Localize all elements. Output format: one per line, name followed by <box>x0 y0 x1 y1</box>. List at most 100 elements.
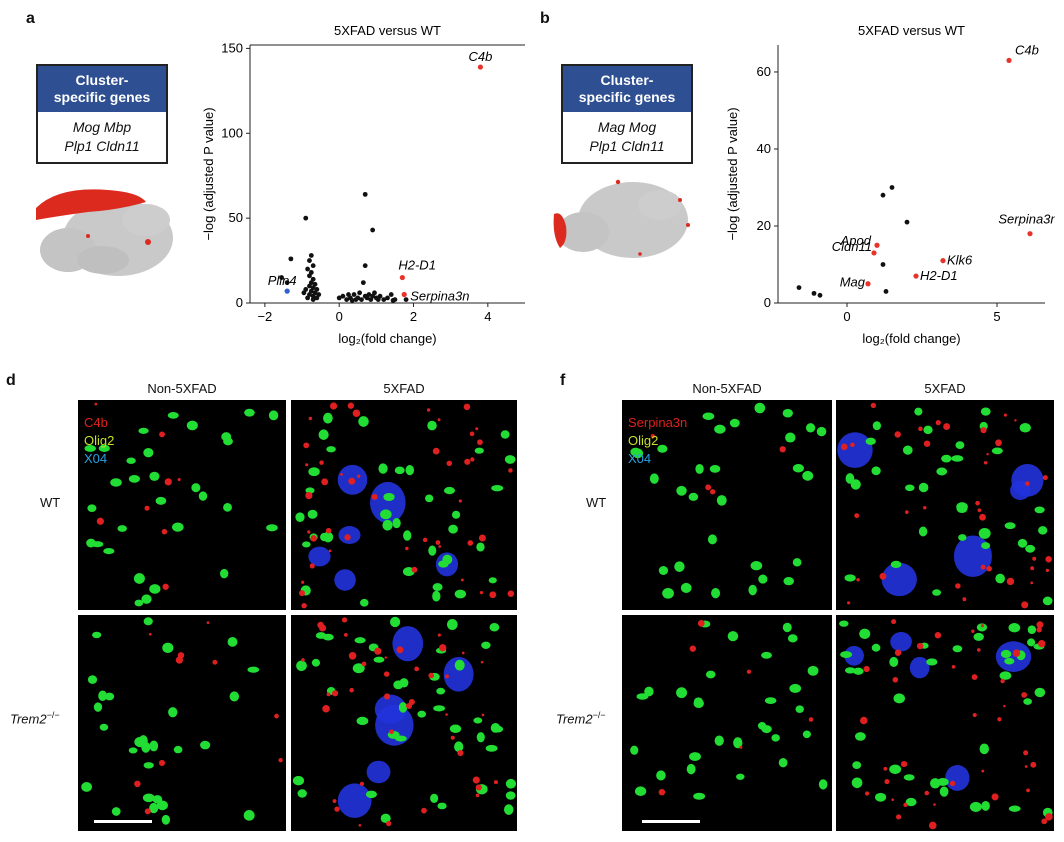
red-puncta <box>983 460 988 465</box>
y-tick-label: 0 <box>236 295 243 310</box>
red-puncta <box>343 632 348 637</box>
red-puncta <box>475 784 482 791</box>
data-point <box>351 292 357 297</box>
red-puncta <box>1045 556 1052 563</box>
red-puncta <box>493 780 498 785</box>
red-puncta <box>891 619 897 625</box>
olig2-nucleus <box>365 790 377 799</box>
olig2-nucleus <box>449 724 462 733</box>
olig2-nucleus <box>292 775 305 786</box>
x04-plaque <box>890 631 912 652</box>
olig2-nucleus <box>126 457 136 464</box>
olig2-nucleus <box>905 484 915 492</box>
olig2-nucleus <box>326 446 336 453</box>
y-axis-label: −log (adjusted P value) <box>201 107 216 240</box>
red-puncta <box>808 717 814 722</box>
olig2-nucleus <box>1027 638 1036 647</box>
point-label: Mag <box>840 275 866 290</box>
data-point <box>357 290 363 296</box>
red-puncta <box>328 549 332 553</box>
red-puncta <box>444 674 449 679</box>
olig2-nucleus <box>688 492 699 501</box>
olig2-nucleus <box>394 466 405 475</box>
olig2-nucleus <box>296 660 307 672</box>
highlighted-data-point <box>871 250 877 256</box>
olig2-nucleus <box>392 518 401 529</box>
data-point <box>303 215 309 221</box>
olig2-nucleus <box>937 777 949 786</box>
red-puncta <box>464 458 471 465</box>
olig2-nucleus <box>1023 698 1032 705</box>
olig2-nucleus <box>451 510 461 519</box>
red-puncta <box>322 704 330 713</box>
red-puncta <box>384 656 387 659</box>
olig2-nucleus <box>227 636 238 647</box>
data-point <box>307 283 312 289</box>
olig2-nucleus <box>99 723 109 731</box>
data-point <box>796 285 802 290</box>
red-puncta <box>438 545 442 548</box>
olig2-nucleus <box>761 651 772 659</box>
olig2-nucleus <box>973 632 984 641</box>
cluster-box-title-line1: Cluster- <box>75 72 129 88</box>
volcano-plot-b: 5XFAD versus WT 0 5 0 20 40 60 log₂(fold change… <box>725 23 1055 346</box>
x-axis-label: log₂(fold change) <box>862 331 960 346</box>
red-puncta <box>924 790 930 796</box>
olig2-nucleus <box>1034 506 1045 514</box>
olig2-nucleus <box>840 651 853 659</box>
olig2-nucleus <box>103 548 115 555</box>
highlighted-data-point <box>399 274 405 281</box>
cluster-genes-line1: Mag Mog <box>597 119 657 135</box>
data-point <box>817 292 823 298</box>
data-point <box>353 297 359 303</box>
red-puncta <box>340 472 343 476</box>
olig2-nucleus <box>695 463 704 474</box>
data-point <box>403 297 409 303</box>
olig2-nucleus <box>229 691 240 702</box>
red-puncta <box>995 439 1002 447</box>
olig2-nucleus <box>978 527 991 539</box>
red-puncta <box>305 492 313 500</box>
red-puncta <box>357 474 361 478</box>
channel-label-olig2: Olig2 <box>628 433 659 448</box>
micrograph-d-trem2-5xfad <box>291 615 517 831</box>
olig2-nucleus <box>91 541 104 548</box>
olig2-nucleus <box>999 671 1012 680</box>
red-puncta <box>1012 649 1021 657</box>
red-puncta <box>928 821 937 830</box>
red-puncta <box>870 402 876 409</box>
red-puncta <box>986 565 992 572</box>
red-puncta <box>1038 639 1046 648</box>
olig2-nucleus <box>437 802 447 810</box>
olig2-nucleus <box>705 670 716 679</box>
olig2-nucleus <box>816 426 827 437</box>
y-tick-label: 20 <box>757 218 771 233</box>
olig2-nucleus <box>390 616 401 628</box>
olig2-nucleus <box>872 421 882 431</box>
red-puncta <box>903 802 908 807</box>
red-puncta <box>319 460 324 465</box>
olig2-nucleus <box>442 554 453 565</box>
red-puncta <box>847 601 851 605</box>
x-tick-label: 2 <box>410 309 417 324</box>
olig2-nucleus <box>454 741 464 753</box>
red-puncta <box>1025 481 1030 486</box>
cluster-box-title-line2: specific genes <box>53 89 151 105</box>
x04-plaque <box>334 569 356 591</box>
olig2-nucleus <box>307 509 318 519</box>
y-tick-label: 150 <box>221 40 243 55</box>
red-puncta <box>331 690 339 697</box>
olig2-nucleus <box>504 455 516 464</box>
red-puncta <box>705 484 712 491</box>
red-puncta <box>439 644 447 652</box>
red-puncta <box>923 440 931 447</box>
red-puncta <box>329 402 338 410</box>
olig2-nucleus <box>871 466 881 476</box>
panel-letter-f: f <box>560 372 566 389</box>
olig2-nucleus <box>1017 538 1028 548</box>
data-point <box>307 258 312 263</box>
panel-letter-d: d <box>6 372 16 389</box>
olig2-nucleus <box>1008 623 1021 633</box>
red-puncta <box>883 766 888 771</box>
red-puncta <box>470 457 475 462</box>
